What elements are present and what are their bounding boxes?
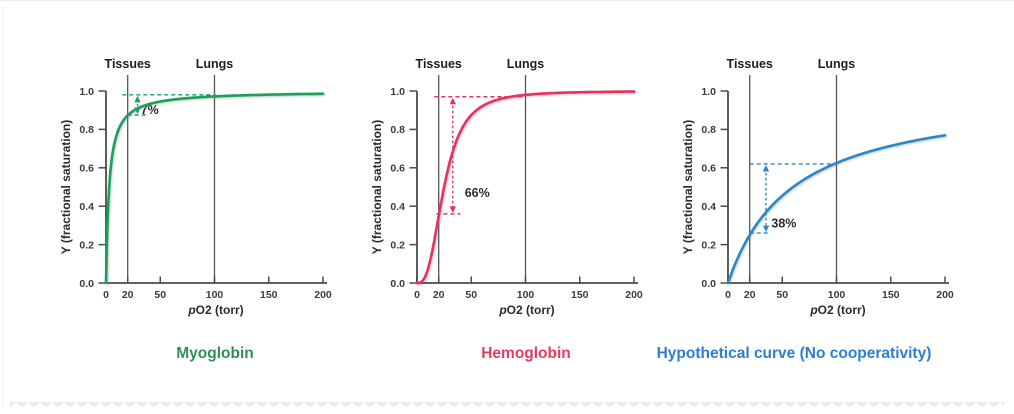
y-tick-label: 0.2 [79, 239, 94, 251]
y-tick-label: 0.2 [701, 239, 716, 251]
axes [727, 91, 949, 284]
y-tick-label: 0.0 [79, 278, 94, 290]
y-tick-label: 0.6 [701, 163, 716, 175]
saturation-curve [104, 92, 325, 285]
x-tick-label: 150 [260, 289, 278, 301]
chart-title-row: Hypothetical curve (No cooperativity) [657, 345, 956, 367]
y-tick-label: 0.0 [390, 278, 405, 290]
arrowhead-up [449, 97, 457, 105]
saturation-curve [415, 90, 636, 285]
x-axis-label: pO2 (torr) [809, 303, 865, 317]
x-tick-label: 150 [882, 289, 900, 301]
x-tick-label: 150 [571, 289, 589, 301]
chart-myoglobin: Tissues Lungs 0 20 50 100 150 200 0.0 0.2 0.4 0.6 0.… [60, 55, 334, 367]
myoglobin-plot: Tissues Lungs 0 20 50 100 150 200 0.0 0.2 0.4 0.6 0.… [60, 57, 332, 317]
x-tick-label: 50 [154, 289, 166, 301]
x-axis-label: pO2 (torr) [498, 303, 554, 317]
x-axis-label: pO2 (torr) [187, 303, 243, 317]
y-tick-label: 0.2 [390, 239, 405, 251]
x-tick-label: 0 [103, 289, 109, 301]
lungs-label: Lungs [818, 57, 856, 71]
saturation-curve [726, 134, 947, 285]
y-tick-label: 1.0 [390, 86, 405, 98]
top-border [0, 0, 1014, 1]
charts-row: Tissues Lungs 0 20 50 100 150 200 0.0 0.2 0.4 0.6 0.… [60, 55, 956, 367]
y-axis-label: Y (fractional saturation) [60, 120, 73, 254]
x-tick-label: 0 [725, 289, 731, 301]
y-tick-label: 0.4 [79, 201, 94, 213]
chart-title-hemoglobin: Hemoglobin [481, 345, 571, 362]
axes [105, 91, 327, 284]
y-tick-label: 0.0 [701, 278, 716, 290]
x-tick-label: 20 [433, 289, 445, 301]
x-tick-label: 20 [744, 289, 756, 301]
x-tick-label: 50 [776, 289, 788, 301]
y-tick-label: 1.0 [701, 86, 716, 98]
arrowhead-up [762, 164, 770, 172]
y-tick-label: 0.8 [390, 124, 405, 136]
lungs-label: Lungs [196, 57, 234, 71]
y-tick-label: 0.6 [390, 163, 405, 175]
hemoglobin-plot: Tissues Lungs 0 20 50 100 150 200 0.0 0.2 0.4 0.6 0.… [371, 57, 643, 317]
left-border [2, 6, 3, 406]
x-tick-label: 200 [936, 289, 954, 301]
y-tick-label: 0.4 [390, 201, 405, 213]
y-tick-label: 0.8 [701, 124, 716, 136]
y-axis-label: Y (fractional saturation) [371, 120, 384, 254]
lungs-label: Lungs [507, 57, 545, 71]
hypothetical-curve-plot: Tissues Lungs 0 20 50 100 150 200 0.0 0.2 0.4 0.6 0.… [682, 57, 954, 317]
y-tick-label: 0.4 [701, 201, 716, 213]
x-tick-label: 50 [465, 289, 477, 301]
x-tick-label: 100 [206, 289, 224, 301]
x-tick-label: 100 [517, 289, 535, 301]
x-tick-label: 200 [625, 289, 643, 301]
tissues-label: Tissues [727, 57, 773, 71]
torn-edge-decoration [10, 402, 1004, 410]
chart-title-row: Myoglobin [60, 345, 334, 367]
y-tick-label: 1.0 [79, 86, 94, 98]
x-tick-label: 200 [314, 289, 332, 301]
delivery-percent-label: 66% [465, 186, 490, 200]
y-tick-label: 0.8 [79, 124, 94, 136]
y-tick-label: 0.6 [79, 163, 94, 175]
arrowhead-down [449, 206, 457, 213]
tissues-label: Tissues [416, 57, 462, 71]
arrowhead-up [134, 95, 141, 103]
delivery-percent-label: 38% [771, 216, 796, 230]
axes [416, 91, 638, 284]
chart-title-myoglobin: Myoglobin [176, 345, 254, 362]
delivery-percent-label: 7% [141, 103, 159, 117]
chart-hemoglobin: Tissues Lungs 0 20 50 100 150 200 0.0 0.2 0.4 0.6 0.… [371, 55, 645, 367]
tissues-label: Tissues [105, 57, 151, 71]
x-tick-label: 100 [828, 289, 846, 301]
arrowhead-down [762, 225, 770, 233]
x-tick-label: 20 [122, 289, 134, 301]
chart-hypothetical: Tissues Lungs 0 20 50 100 150 200 0.0 0.2 0.4 0.6 0.… [657, 55, 956, 367]
chart-title-row: Hemoglobin [371, 345, 645, 367]
y-axis-label: Y (fractional saturation) [682, 120, 695, 254]
x-tick-label: 0 [414, 289, 420, 301]
chart-title-hypothetical: Hypothetical curve (No cooperativity) [656, 345, 932, 362]
